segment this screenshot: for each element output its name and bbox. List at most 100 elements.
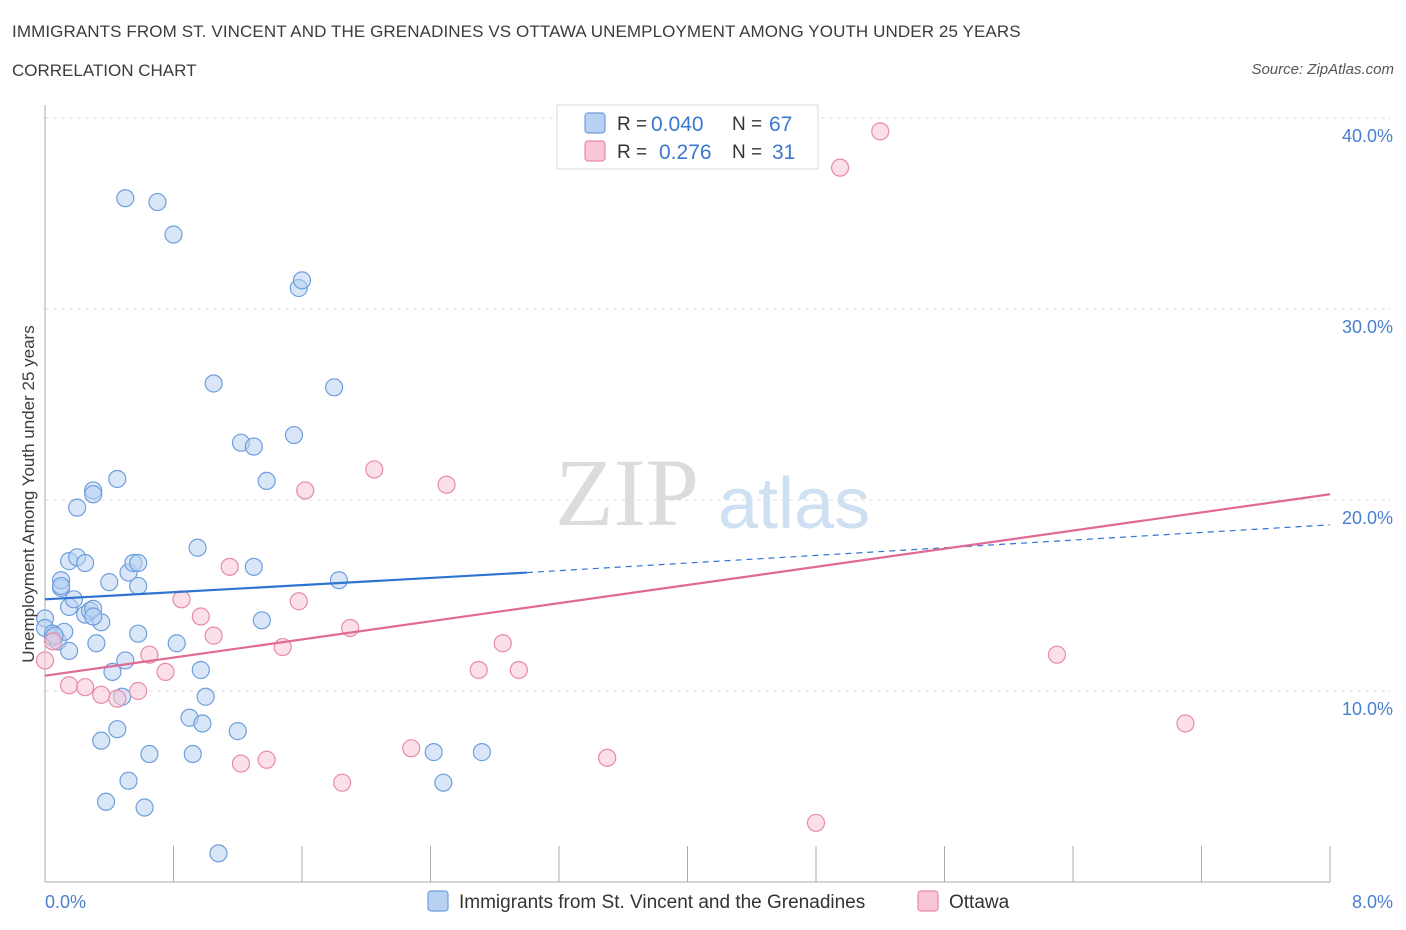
data-point-immigrants (228, 722, 247, 741)
data-point-ottawa (598, 748, 617, 767)
trend-line-ottawa (44, 493, 1331, 677)
data-point-ottawa (1176, 714, 1195, 733)
data-point-immigrants (472, 743, 491, 762)
trend-line-immigrants (44, 571, 527, 601)
data-point-ottawa (92, 685, 111, 704)
data-point-immigrants (84, 607, 103, 626)
y-axis-label: Unemployment Among Youth under 25 years (19, 325, 38, 662)
data-point-immigrants (329, 571, 349, 590)
axis-layer (44, 105, 1331, 883)
legend-n-value: 31 (772, 141, 795, 164)
data-point-ottawa (156, 662, 175, 682)
data-point-ottawa (509, 660, 528, 680)
data-point-immigrants (64, 590, 84, 609)
data-point-immigrants (191, 660, 210, 680)
data-point-ottawa (108, 689, 127, 708)
watermark-zip: ZIP (555, 439, 699, 546)
data-point-ottawa (806, 813, 826, 832)
data-point-immigrants (87, 634, 106, 653)
legend-bottom-swatch-blue (427, 890, 449, 912)
data-point-immigrants (96, 792, 116, 811)
y-tick-label: 20.0% (1342, 508, 1393, 528)
data-point-ottawa (257, 750, 276, 769)
data-point-immigrants (108, 469, 127, 489)
data-point-ottawa (172, 590, 191, 609)
x-tick-label-max: 8.0% (1352, 892, 1393, 912)
trend-line-immigrants-extension (526, 524, 1331, 574)
data-point-ottawa (140, 645, 159, 664)
data-point-immigrants (196, 687, 215, 706)
y-tick-label: 10.0% (1342, 699, 1393, 719)
watermark-atlas: atlas (718, 464, 870, 544)
data-point-ottawa (43, 632, 63, 651)
data-point-immigrants (84, 485, 103, 504)
data-point-immigrants (424, 743, 443, 762)
data-point-immigrants (100, 573, 119, 592)
data-point-immigrants (135, 798, 154, 817)
data-point-ottawa (129, 681, 148, 701)
data-point-immigrants (244, 557, 263, 576)
data-point-immigrants (244, 437, 263, 456)
data-point-ottawa (333, 773, 352, 792)
data-point-immigrants (204, 374, 223, 393)
legend-n-label: N = (732, 142, 762, 163)
legend-bottom: Immigrants from St. Vincent and the Gren… (427, 890, 1010, 913)
data-point-immigrants (292, 271, 312, 290)
data-point-ottawa (220, 557, 239, 576)
data-point-ottawa (402, 739, 421, 758)
y-tick-labels: 10.0% 20.0% 30.0% 40.0% (1342, 126, 1393, 719)
legend-bottom-label-blue: Immigrants from St. Vincent and the Gren… (459, 892, 865, 913)
data-point-immigrants (108, 720, 127, 739)
data-point-ottawa (76, 678, 95, 697)
data-point-ottawa (59, 676, 79, 695)
data-point-immigrants (76, 553, 95, 573)
data-point-ottawa (365, 460, 384, 479)
data-point-immigrants (116, 651, 135, 670)
data-point-immigrants (129, 553, 148, 573)
data-point-ottawa (469, 660, 488, 680)
data-point-ottawa (204, 626, 223, 645)
data-point-immigrants (257, 471, 276, 490)
data-point-immigrants (116, 189, 135, 208)
legend-top: R = 0.040 N = 67 R = 0.276 N = 31 (556, 104, 819, 170)
data-point-immigrants (284, 425, 304, 445)
legend-bottom-swatch-pink (917, 890, 939, 912)
data-point-immigrants (129, 576, 148, 596)
legend-r-label: R = (617, 142, 647, 163)
data-point-immigrants (183, 744, 202, 764)
data-point-ottawa (289, 592, 308, 611)
data-point-immigrants (51, 576, 71, 596)
legend-n-label: N = (732, 114, 762, 135)
legend-n-value: 67 (769, 113, 792, 136)
legend-swatch-blue (584, 112, 606, 134)
data-point-immigrants (434, 773, 453, 792)
chart-source: Source: ZipAtlas.com (1251, 61, 1394, 78)
data-point-immigrants (129, 624, 148, 643)
x-tick-label-min: 0.0% (45, 892, 86, 912)
watermark: ZIP atlas (555, 439, 870, 546)
data-point-immigrants (164, 225, 183, 244)
data-point-immigrants (148, 192, 167, 212)
data-point-ottawa (296, 481, 315, 500)
data-point-ottawa (231, 754, 251, 773)
data-point-ottawa (871, 122, 890, 141)
legend-r-value: 0.276 (659, 141, 712, 164)
data-point-ottawa (1047, 645, 1067, 664)
chart-subtitle: CORRELATION CHART (12, 61, 197, 80)
data-point-ottawa (437, 475, 456, 494)
data-point-ottawa (191, 607, 210, 626)
legend-r-value: 0.040 (651, 113, 704, 136)
data-point-immigrants (92, 731, 111, 750)
data-point-immigrants (68, 498, 87, 517)
chart-title: IMMIGRANTS FROM ST. VINCENT AND THE GREN… (12, 22, 1021, 41)
y-tick-label: 30.0% (1342, 317, 1393, 337)
trend-layer (44, 493, 1331, 677)
legend-r-label: R = (617, 114, 647, 135)
data-point-immigrants (140, 744, 159, 764)
data-point-immigrants (252, 611, 271, 630)
data-point-immigrants (167, 634, 186, 653)
data-point-immigrants (59, 641, 79, 660)
data-point-immigrants (193, 714, 212, 733)
data-point-ottawa (830, 158, 850, 177)
